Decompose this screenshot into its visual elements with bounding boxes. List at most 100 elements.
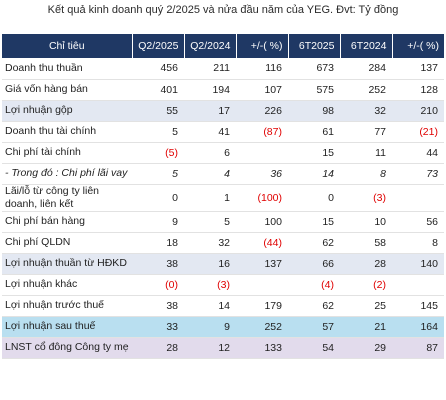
table-cell: 28 xyxy=(340,253,392,275)
financial-results-table: Chỉ tiêu Q2/2025 Q2/2024 +/-( %) 6T2025 … xyxy=(2,34,444,359)
table-cell: 137 xyxy=(236,253,288,275)
table-row: Doanh thu tài chính 5 41 (87) 61 77 (21) xyxy=(2,121,444,143)
table-row: Doanh thu thuần 456 211 116 673 284 137 xyxy=(2,58,444,80)
table-cell: 28 xyxy=(132,337,184,359)
row-label: LNST cổ đông Công ty mẹ xyxy=(2,337,132,359)
table-cell: 12 xyxy=(184,337,236,359)
table-cell: 1 xyxy=(184,184,236,212)
table-cell: 133 xyxy=(236,337,288,359)
table-cell: 62 xyxy=(288,232,340,254)
table-cell: 98 xyxy=(288,100,340,122)
table-cell: 5 xyxy=(132,121,184,143)
table-cell: 14 xyxy=(288,163,340,185)
column-header: Q2/2024 xyxy=(184,34,237,58)
table-row: Chi phí tài chính (5) 6 15 11 44 xyxy=(2,142,444,164)
row-label: Lợi nhuận trước thuế xyxy=(2,295,132,317)
table-cell: 211 xyxy=(184,58,236,80)
table-cell: 9 xyxy=(184,316,236,338)
table-cell: 5 xyxy=(132,163,184,185)
table-cell: 32 xyxy=(340,100,392,122)
table-row: Lãi/lỗ từ công ty liên doanh, liên kết 0 1… xyxy=(2,184,444,212)
table-cell xyxy=(236,142,288,164)
table-cell: 14 xyxy=(184,295,236,317)
table-cell: 575 xyxy=(288,79,340,101)
column-header: 6T2025 xyxy=(288,34,341,58)
table-cell: (2) xyxy=(340,274,392,296)
table-cell: (100) xyxy=(236,184,288,212)
row-label: Doanh thu tài chính xyxy=(2,121,132,143)
table-cell: 456 xyxy=(132,58,184,80)
table-cell: 38 xyxy=(132,253,184,275)
table-cell: 55 xyxy=(132,100,184,122)
table-cell: 8 xyxy=(340,163,392,185)
table-cell: 164 xyxy=(392,316,444,338)
table-cell: (3) xyxy=(184,274,236,296)
table-cell: 10 xyxy=(340,211,392,233)
table-cell: 33 xyxy=(132,316,184,338)
table-cell: 58 xyxy=(340,232,392,254)
table-cell: 401 xyxy=(132,79,184,101)
table-cell: 179 xyxy=(236,295,288,317)
row-label: Chi phí QLDN xyxy=(2,232,132,254)
table-cell: 0 xyxy=(288,184,340,212)
table-cell: 61 xyxy=(288,121,340,143)
table-cell: 252 xyxy=(236,316,288,338)
table-row: Lợi nhuận khác (0) (3) (4) (2) xyxy=(2,274,444,296)
table-cell: 0 xyxy=(132,184,184,212)
table-cell: 44 xyxy=(392,142,444,164)
table-cell: 4 xyxy=(184,163,236,185)
table-row: Lợi nhuận thuần từ HĐKD 38 16 137 66 28 140 xyxy=(2,253,444,275)
table-cell: (5) xyxy=(132,142,184,164)
table-cell xyxy=(392,184,444,212)
table-row: LNST cổ đông Công ty mẹ 28 12 133 54 29 87 xyxy=(2,337,444,359)
table-cell: 210 xyxy=(392,100,444,122)
table-row: Chi phí QLDN 18 32 (44) 62 58 8 xyxy=(2,232,444,254)
table-cell: 73 xyxy=(392,163,444,185)
table-cell: 284 xyxy=(340,58,392,80)
row-label: Lãi/lỗ từ công ty liên doanh, liên kết xyxy=(2,184,132,212)
table-cell: 21 xyxy=(340,316,392,338)
table-row: Lợi nhuận sau thuế 33 9 252 57 21 164 xyxy=(2,316,444,338)
table-cell: (44) xyxy=(236,232,288,254)
table-cell: 194 xyxy=(184,79,236,101)
table-cell: 66 xyxy=(288,253,340,275)
table-cell: 77 xyxy=(340,121,392,143)
table-cell: 107 xyxy=(236,79,288,101)
table-cell xyxy=(392,274,444,296)
table-cell: 673 xyxy=(288,58,340,80)
table-cell: (0) xyxy=(132,274,184,296)
table-cell: 56 xyxy=(392,211,444,233)
table-cell: 36 xyxy=(236,163,288,185)
table-cell: 29 xyxy=(340,337,392,359)
row-label: Chi phí bán hàng xyxy=(2,211,132,233)
table-cell: 6 xyxy=(184,142,236,164)
table-cell: (4) xyxy=(288,274,340,296)
table-cell: 137 xyxy=(392,58,444,80)
row-label: Lợi nhuận khác xyxy=(2,274,132,296)
row-label: Doanh thu thuần xyxy=(2,58,132,80)
column-header: Chỉ tiêu xyxy=(2,34,133,58)
table-cell: 226 xyxy=(236,100,288,122)
table-row: Lợi nhuận trước thuế 38 14 179 62 25 145 xyxy=(2,295,444,317)
column-header: 6T2024 xyxy=(340,34,393,58)
table-cell: 15 xyxy=(288,211,340,233)
table-row: Lợi nhuận gộp 55 17 226 98 32 210 xyxy=(2,100,444,122)
table-cell: 25 xyxy=(340,295,392,317)
table-cell: 9 xyxy=(132,211,184,233)
row-label: - Trong đó : Chi phí lãi vay xyxy=(2,163,132,185)
table-cell: (3) xyxy=(340,184,392,212)
table-cell: 17 xyxy=(184,100,236,122)
table-cell xyxy=(236,274,288,296)
row-label: Lợi nhuận gộp xyxy=(2,100,132,122)
table-cell: 18 xyxy=(132,232,184,254)
table-cell: 57 xyxy=(288,316,340,338)
row-label: Lợi nhuận thuần từ HĐKD xyxy=(2,253,132,275)
table-cell: 8 xyxy=(392,232,444,254)
table-cell: 5 xyxy=(184,211,236,233)
table-title: Kết quả kinh doanh quý 2/2025 và nửa đầu… xyxy=(47,4,399,16)
table-header-row: Chỉ tiêu Q2/2025 Q2/2024 +/-( %) 6T2025 … xyxy=(2,34,444,58)
table-row: Giá vốn hàng bán 401 194 107 575 252 128 xyxy=(2,79,444,101)
row-label: Giá vốn hàng bán xyxy=(2,79,132,101)
table-cell: 116 xyxy=(236,58,288,80)
table-cell: 41 xyxy=(184,121,236,143)
